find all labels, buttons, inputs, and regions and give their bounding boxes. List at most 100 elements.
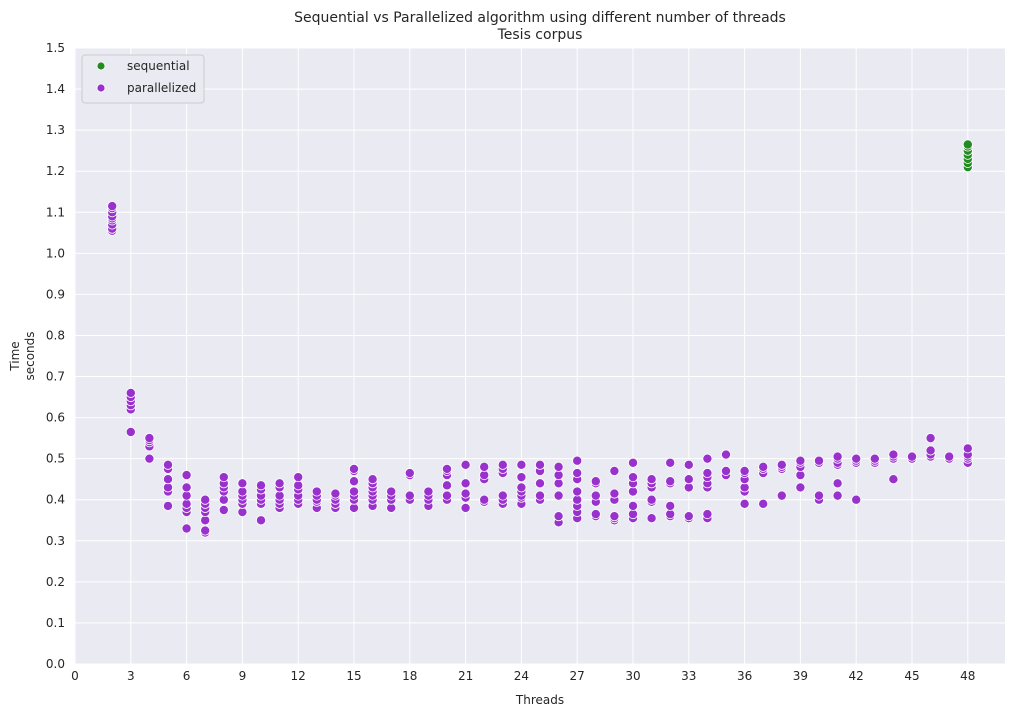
chart-subtitle: Tesis corpus: [497, 27, 583, 43]
y-tick-label: 0.2: [46, 575, 65, 589]
data-point-parallelized: [479, 461, 490, 472]
data-point-parallelized: [553, 490, 564, 501]
data-point-parallelized: [590, 490, 601, 501]
y-tick-label: 1.2: [46, 164, 65, 178]
plot-area: [75, 48, 1005, 664]
data-point-parallelized: [944, 451, 955, 462]
data-point-parallelized: [404, 490, 415, 501]
data-point-parallelized: [330, 488, 341, 499]
data-point-parallelized: [274, 478, 285, 489]
data-point-parallelized: [888, 449, 899, 460]
data-point-parallelized: [590, 509, 601, 520]
x-tick-label: 36: [737, 669, 752, 683]
data-point-parallelized: [162, 500, 173, 511]
data-point-parallelized: [683, 459, 694, 470]
x-tick-label: 30: [625, 669, 640, 683]
data-point-parallelized: [628, 472, 639, 483]
x-axis-label: Threads: [515, 693, 564, 707]
data-point-parallelized: [125, 426, 136, 437]
data-point-parallelized: [721, 449, 732, 460]
data-point-parallelized: [460, 478, 471, 489]
data-point-parallelized: [144, 453, 155, 464]
data-point-parallelized: [702, 468, 713, 479]
y-tick-label: 1.4: [46, 82, 65, 96]
data-point-parallelized: [739, 465, 750, 476]
data-point-parallelized: [683, 474, 694, 485]
data-point-parallelized: [962, 443, 973, 454]
data-point-parallelized: [851, 494, 862, 505]
x-tick-label: 3: [127, 669, 135, 683]
data-point-parallelized: [441, 480, 452, 491]
data-point-parallelized: [423, 486, 434, 497]
y-axis-label-line2: seconds: [23, 331, 37, 380]
data-point-parallelized: [814, 455, 825, 466]
data-point-parallelized: [702, 453, 713, 464]
data-point-parallelized: [479, 494, 490, 505]
data-point-parallelized: [497, 459, 508, 470]
y-tick-label: 1.1: [46, 205, 65, 219]
data-point-parallelized: [218, 472, 229, 483]
data-point-parallelized: [535, 478, 546, 489]
legend-marker-sequential: [96, 61, 106, 71]
y-tick-label: 0.3: [46, 534, 65, 548]
data-point-sequential: [962, 139, 973, 150]
legend-marker-parallelized: [96, 83, 106, 93]
data-point-parallelized: [516, 482, 527, 493]
x-tick-label: 9: [239, 669, 247, 683]
data-point-parallelized: [516, 459, 527, 470]
data-point-parallelized: [795, 455, 806, 466]
data-point-parallelized: [665, 476, 676, 487]
x-tick-label: 24: [514, 669, 529, 683]
y-tick-label: 0.0: [46, 657, 65, 671]
y-tick-label: 0.4: [46, 493, 65, 507]
x-tick-label: 45: [904, 669, 919, 683]
data-point-parallelized: [181, 523, 192, 534]
data-point-parallelized: [888, 474, 899, 485]
data-point-parallelized: [609, 465, 620, 476]
grid-lines: [74, 47, 1005, 665]
data-point-parallelized: [851, 453, 862, 464]
data-point-parallelized: [255, 515, 266, 526]
data-point-parallelized: [665, 500, 676, 511]
data-point-parallelized: [832, 451, 843, 462]
legend-label-sequential: sequential: [127, 59, 190, 73]
data-point-parallelized: [665, 457, 676, 468]
data-point-parallelized: [441, 463, 452, 474]
y-tick-label: 0.5: [46, 452, 65, 466]
data-point-parallelized: [814, 490, 825, 501]
data-point-parallelized: [646, 474, 657, 485]
data-point-parallelized: [553, 511, 564, 522]
data-point-parallelized: [553, 461, 564, 472]
data-point-parallelized: [386, 486, 397, 497]
data-point-parallelized: [869, 453, 880, 464]
data-point-parallelized: [107, 201, 118, 212]
data-point-parallelized: [255, 480, 266, 491]
x-tick-label: 42: [849, 669, 864, 683]
data-point-parallelized: [925, 445, 936, 456]
data-point-parallelized: [832, 478, 843, 489]
y-tick-label: 0.8: [46, 328, 65, 342]
data-point-parallelized: [683, 511, 694, 522]
data-point-parallelized: [535, 459, 546, 470]
data-point-parallelized: [311, 486, 322, 497]
data-point-parallelized: [907, 451, 918, 462]
data-point-parallelized: [758, 498, 769, 509]
chart-title: Sequential vs Parallelized algorithm usi…: [294, 10, 786, 26]
data-point-parallelized: [795, 482, 806, 493]
data-point-parallelized: [925, 433, 936, 444]
data-point-parallelized: [572, 455, 583, 466]
data-point-parallelized: [367, 474, 378, 485]
data-point-parallelized: [162, 474, 173, 485]
data-point-parallelized: [200, 494, 211, 505]
data-point-parallelized: [776, 490, 787, 501]
x-tick-label: 15: [346, 669, 361, 683]
data-point-parallelized: [572, 468, 583, 479]
data-point-parallelized: [721, 465, 732, 476]
x-tick-label: 6: [183, 669, 191, 683]
x-tick-label: 33: [681, 669, 696, 683]
data-point-parallelized: [609, 488, 620, 499]
data-point-parallelized: [348, 486, 359, 497]
data-point-parallelized: [702, 509, 713, 520]
data-point-parallelized: [181, 470, 192, 481]
